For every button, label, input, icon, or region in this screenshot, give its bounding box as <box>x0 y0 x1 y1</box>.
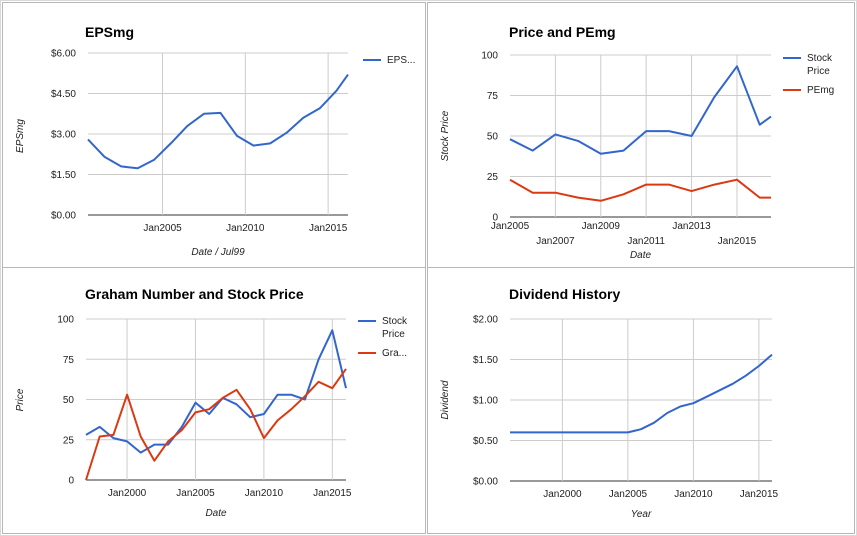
eps-title: EPSmg <box>85 24 134 40</box>
dividend-chart: Dividend History $0.00 $0.50 $1.00 $1.50 $2.0… <box>440 286 779 520</box>
price-pe-chart-panel: Price and PEmg 0 25 50 75 100 Jan2005 Jan2007 Ja… <box>427 2 855 268</box>
price-pe-y-axis-title: Stock Price <box>440 110 451 161</box>
graham-legend-label: Stock <box>382 316 408 327</box>
price-pe-y-tick-label: 75 <box>487 91 499 102</box>
price-pe-series-line-0 <box>509 65 772 155</box>
eps-x-tick-label: Jan2015 <box>309 223 348 234</box>
dividend-y-tick-label: $1.50 <box>473 355 498 366</box>
dividend-chart-panel: Dividend History $0.00 $0.50 $1.00 $1.50 $2.0… <box>427 267 855 534</box>
eps-chart: EPSmg $0.00 $1.50 $3.00 $4.50 $6.00 Jan2005 Jan… <box>15 24 415 258</box>
graham-legend-label: Gra... <box>382 348 407 359</box>
price-pe-chart: Price and PEmg 0 25 50 75 100 Jan2005 Jan2007 Ja… <box>440 24 834 261</box>
graham-y-tick-label: 100 <box>57 315 74 326</box>
price-pe-legend-label: Price <box>807 66 830 77</box>
eps-x-tick-label: Jan2005 <box>143 223 182 234</box>
eps-y-tick-label: $0.00 <box>51 211 76 222</box>
price-pe-x-tick-label: Jan2005 <box>491 221 530 232</box>
graham-y-tick-label: 50 <box>63 395 75 406</box>
eps-x-tick-label: Jan2010 <box>226 223 265 234</box>
dividend-x-tick-label: Jan2005 <box>609 489 648 500</box>
price-pe-x-tick-label: Jan2013 <box>672 221 711 232</box>
graham-x-axis-title: Date <box>205 508 227 519</box>
graham-y-tick-label: 25 <box>63 435 75 446</box>
price-pe-y-tick-label: 50 <box>487 132 499 143</box>
price-pe-x-tick-label: Jan2009 <box>582 221 621 232</box>
graham-x-tick-label: Jan2015 <box>313 488 352 499</box>
price-pe-series-line-1 <box>509 178 771 202</box>
graham-legend-label: Price <box>382 329 405 340</box>
graham-y-axis-title: Price <box>15 388 26 411</box>
dividend-y-axis-title: Dividend <box>440 380 451 419</box>
eps-y-tick-label: $4.50 <box>51 89 76 100</box>
price-pe-title: Price and PEmg <box>509 24 616 40</box>
graham-x-tick-label: Jan2010 <box>245 488 284 499</box>
dividend-x-tick-label: Jan2015 <box>740 489 779 500</box>
graham-series-line-0 <box>85 329 347 454</box>
graham-y-tick-label: 75 <box>63 355 75 366</box>
price-pe-y-tick-label: 25 <box>487 172 499 183</box>
graham-x-tick-label: Jan2000 <box>108 488 147 499</box>
price-pe-x-tick-label: Jan2011 <box>627 236 665 247</box>
eps-chart-panel: EPSmg $0.00 $1.50 $3.00 $4.50 $6.00 Jan2005 Jan… <box>2 2 426 268</box>
price-pe-legend-label: PEmg <box>807 85 834 96</box>
price-pe-y-tick-label: 100 <box>481 51 498 62</box>
graham-y-tick-label: 0 <box>68 476 74 487</box>
dividend-title: Dividend History <box>509 286 620 302</box>
price-pe-y-tick-label: 0 <box>492 213 498 224</box>
dividend-y-tick-label: $1.00 <box>473 396 498 407</box>
price-pe-legend-label: Stock <box>807 53 833 64</box>
graham-chart: Graham Number and Stock Price 0 25 50 75 100 J… <box>15 286 408 519</box>
price-pe-x-axis-title: Date <box>630 250 652 261</box>
graham-series-line-1 <box>85 368 347 481</box>
graham-title: Graham Number and Stock Price <box>85 286 304 302</box>
dividend-x-axis-title: Year <box>631 509 652 520</box>
dividend-x-tick-label: Jan2000 <box>543 489 582 500</box>
dividend-y-tick-label: $0.50 <box>473 436 498 447</box>
eps-y-tick-label: $3.00 <box>51 130 76 141</box>
price-pe-x-tick-label: Jan2007 <box>536 236 575 247</box>
eps-y-tick-label: $1.50 <box>51 170 76 181</box>
dividend-x-tick-label: Jan2010 <box>674 489 713 500</box>
eps-y-axis-title: EPSmg <box>15 119 26 153</box>
graham-x-tick-label: Jan2005 <box>176 488 215 499</box>
dividend-series-line-0 <box>510 353 773 434</box>
price-pe-x-tick-label: Jan2015 <box>718 236 757 247</box>
dividend-y-tick-label: $0.00 <box>473 477 498 488</box>
eps-x-axis-title: Date / Jul99 <box>191 247 245 258</box>
eps-y-tick-label: $6.00 <box>51 49 76 60</box>
eps-legend-label: EPS... <box>387 55 415 66</box>
eps-series-line-0 <box>87 74 349 170</box>
dividend-y-tick-label: $2.00 <box>473 315 498 326</box>
graham-chart-panel: Graham Number and Stock Price 0 25 50 75 100 J… <box>2 267 426 534</box>
